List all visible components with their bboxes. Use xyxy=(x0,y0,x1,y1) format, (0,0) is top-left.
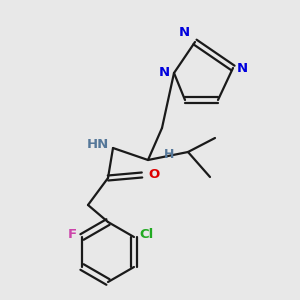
Text: Cl: Cl xyxy=(139,227,153,241)
Text: N: N xyxy=(237,61,248,74)
Text: H: H xyxy=(164,148,174,161)
Text: O: O xyxy=(148,169,159,182)
Text: N: N xyxy=(179,26,190,39)
Text: HN: HN xyxy=(87,139,109,152)
Text: N: N xyxy=(159,67,170,80)
Text: F: F xyxy=(68,227,77,241)
